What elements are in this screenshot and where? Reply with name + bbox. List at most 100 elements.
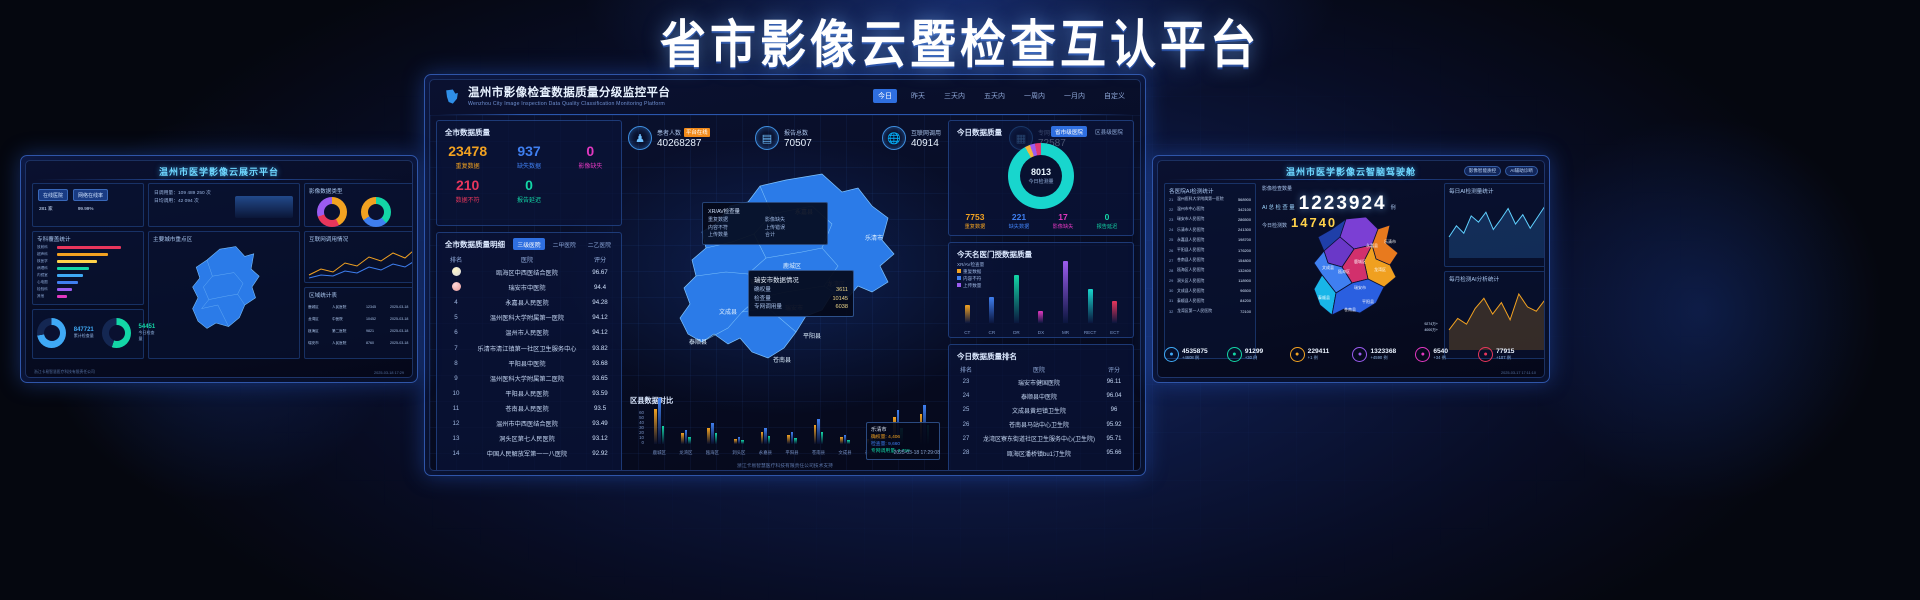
table-row[interactable]: 8 平阳县中医院 93.68 — [437, 356, 621, 371]
today-btn-district[interactable]: 区县级医院 — [1095, 129, 1123, 136]
table-row[interactable]: 9 温州医科大学附属第二医院 93.65 — [437, 371, 621, 386]
table-row[interactable]: 4 永嘉县人民医院 94.28 — [437, 295, 621, 310]
quality-missing-label: 缺失数据 — [516, 164, 541, 170]
list-item[interactable]: 31 泰顺县人民医院 84200 — [1167, 296, 1253, 306]
quality-delay-label: 报告延迟 — [516, 198, 541, 204]
list-item[interactable]: 龙湾区 中医院 10452 2025-03-18 — [308, 313, 412, 325]
right-map-svg[interactable]: 永嘉县 乐清市 鹿城区 瓯海区 龙湾区 瑞安市 文成县 泰顺县 平阳县 苍南县 — [1268, 213, 1436, 339]
list-item[interactable]: 28 瓯海区人民医院 132400 — [1167, 265, 1253, 275]
left-title-divider — [36, 179, 402, 180]
left-table-body[interactable]: 鹿城区 人民医院 12345 2025-03-18 龙湾区 中医院 10452 2025-03… — [308, 301, 412, 355]
list-item[interactable]: 24 乐清市人民医院 241300 — [1167, 225, 1253, 235]
district-bar-group — [654, 398, 665, 444]
table-row[interactable]: 瓯海区中西医结合医院 96.67 — [437, 265, 621, 280]
list-item[interactable]: 22 温州市中心医院 342100 — [1167, 204, 1253, 214]
table-row[interactable]: 瑞安市中医院 94.4 — [437, 280, 621, 295]
table-row[interactable]: 11 苍南县人民医院 93.5 — [437, 401, 621, 416]
list-item[interactable]: 30 文成县人民医院 96500 — [1167, 286, 1253, 296]
bar-x-label: CT — [964, 330, 971, 335]
right-action-buttons[interactable]: 影像智能质控 AI辅助诊断 — [1463, 166, 1538, 176]
table-row[interactable]: 5 温州医科大学附属第一医院 94.12 — [437, 310, 621, 325]
right-haze — [1520, 120, 1880, 500]
tab-today[interactable]: 今日 — [873, 89, 897, 103]
today-scope-buttons[interactable]: 省市级医院 区县级医院 — [1051, 126, 1127, 137]
right-map-legend: 9274万+ 4000万+ — [1424, 322, 1438, 333]
today-miss-label: 缺失数据 — [1008, 224, 1030, 230]
right-chart2-title: 每月检测AI分析统计 — [1449, 277, 1500, 283]
rmap-legend-0: 9274万+ — [1424, 322, 1438, 327]
quality-cell-delay: 0 报告延迟 — [498, 177, 559, 204]
donut-ring: 8013 今日检测量 — [1008, 143, 1074, 209]
chip-online-hospitals[interactable]: 在线医院 — [38, 189, 69, 201]
table-row[interactable]: 27 龙湾区寮东街道社区卫生服务中心(卫生院) 95.71 — [949, 432, 1133, 446]
chip-network-rate[interactable]: 网络在线率 — [73, 189, 109, 201]
tab-month[interactable]: 一月内 — [1064, 93, 1085, 100]
bar-card-legend: XR/AV检查量 重复数据 内容不符 上传数量 — [957, 261, 984, 289]
map-sub-tooltip-title: XR/AV检查量 — [708, 209, 740, 215]
right-bottom-stat: ● 1323368 +4590 例 — [1352, 341, 1412, 367]
list-item[interactable]: 鹿城区 人民医院 12345 2025-03-18 — [308, 301, 412, 313]
list-item[interactable]: 25 永嘉县人民医院 198700 — [1167, 235, 1253, 245]
list-item[interactable]: 23 瑞安市人民医院 286500 — [1167, 214, 1253, 224]
rank-table-body[interactable]: 23 瑞安市健国医院 96.11 24 泰顺县中医院 96.04 25 文成县黄坦镇卫生院 96… — [949, 375, 1133, 470]
list-item[interactable]: 瓯海区 第二医院 9821 2025-03-18 — [308, 325, 412, 337]
bar-legend-2: 内容不符 — [963, 276, 982, 282]
table-row[interactable]: 7 乐清市清江镇第一社区卫生服务中心 93.82 — [437, 340, 621, 355]
rl-count: 286500 — [1238, 216, 1251, 222]
left-table-cell: 人民医院 — [332, 340, 347, 345]
right-chart1-title: 每日AI检测量统计 — [1449, 189, 1494, 195]
right-stat-delta: +30 例 — [1244, 354, 1258, 360]
rl-rank: 27 — [1169, 257, 1174, 263]
detail-tab-level3[interactable]: 三级医院 — [513, 238, 545, 250]
stat-patients-label: 患者人数 — [657, 130, 682, 137]
row-rank: 24 — [962, 393, 970, 400]
right-chart1-panel: 每日AI检测量统计 — [1444, 183, 1544, 267]
list-item[interactable]: 26 平阳县人民医院 176200 — [1167, 245, 1253, 255]
list-item[interactable]: 瑞安市 人民医院 8760 2025-03-18 — [308, 337, 412, 349]
district-bar — [760, 431, 764, 444]
tab-yesterday[interactable]: 昨天 — [911, 93, 925, 100]
table-row[interactable]: 28 瓯海区潘桥镇bu1汀生院 95.66 — [949, 446, 1133, 460]
district-x-label: 瓯海区 — [705, 450, 719, 455]
table-row[interactable]: 23 瑞安市健国医院 96.11 — [949, 375, 1133, 389]
tab-5days[interactable]: 五天内 — [984, 93, 1005, 100]
right-map[interactable]: 永嘉县 乐清市 鹿城区 瓯海区 龙湾区 瑞安市 文成县 泰顺县 平阳县 苍南县 … — [1268, 213, 1438, 339]
left-bar-label: 放射科 — [37, 245, 48, 249]
page-title: 省市影像云暨检查互认平台 — [0, 8, 1920, 74]
detail-table-body[interactable]: 瓯海区中西医结合医院 96.67 瑞安市中医院 94.4 4 永嘉县人民医院 94.28 5 温… — [437, 265, 621, 470]
right-btn-quality[interactable]: 影像智能质控 — [1463, 166, 1502, 176]
tab-custom[interactable]: 自定义 — [1104, 93, 1125, 100]
detail-level-tabs[interactable]: 三级医院 二甲医院 二乙医院 — [513, 238, 615, 250]
tab-week[interactable]: 一周内 — [1024, 93, 1045, 100]
center-time-tabs[interactable]: 今日 昨天 三天内 五天内 一周内 一月内 自定义 — [873, 89, 1130, 103]
today-btn-provincial[interactable]: 省市级医院 — [1051, 126, 1088, 137]
tab-3days[interactable]: 三天内 — [944, 93, 965, 100]
district-y-axis: 60 50 40 30 20 10 0 — [630, 410, 644, 445]
today-donut-chart: 8013 今日检测量 — [1008, 143, 1074, 209]
row-rank — [443, 267, 469, 278]
right-list-body[interactable]: 21 温州医科大学附属第一医院 568900 22 温州市中心医院 342100 23 瑞安市… — [1167, 194, 1253, 356]
district-x-label: 永嘉县 — [758, 450, 772, 455]
table-row[interactable]: 25 文成县黄坦镇卫生院 96 — [949, 403, 1133, 417]
table-row[interactable]: 24 泰顺县中医院 96.04 — [949, 389, 1133, 403]
right-stat-value: 229411 — [1307, 347, 1330, 355]
list-item[interactable]: 32 龙湾区第一人民医院 72100 — [1167, 306, 1253, 316]
rl-rank: 31 — [1169, 298, 1174, 304]
left-map-svg[interactable] — [149, 242, 301, 350]
table-row[interactable]: 14 中国人民解放军第一一八医院 92.92 — [437, 446, 621, 461]
table-row[interactable]: 26 苍南县马站中心卫生院 95.92 — [949, 418, 1133, 432]
stat-patients-badge: 平台在线 — [684, 127, 710, 137]
table-row[interactable]: 13 洞头区第七人民医院 93.12 — [437, 431, 621, 446]
table-row[interactable]: 6 温州市人民医院 94.12 — [437, 325, 621, 340]
right-btn-ai[interactable]: AI辅助诊断 — [1505, 166, 1538, 176]
detail-tab-level2b[interactable]: 二乙医院 — [587, 242, 611, 249]
row-hospital: 瑞安市中医院 — [508, 285, 546, 293]
list-item[interactable]: 29 洞头区人民医院 118900 — [1167, 276, 1253, 286]
detail-tab-level2a[interactable]: 二甲医院 — [552, 242, 576, 249]
table-row[interactable]: 10 平阳县人民医院 93.59 — [437, 386, 621, 401]
row-score: 93.82 — [592, 344, 608, 352]
list-item[interactable]: 27 苍南县人民医院 154800 — [1167, 255, 1253, 265]
table-row[interactable]: 12 温州市中西医结合医院 93.49 — [437, 416, 621, 431]
rmap-label-yongjia: 永嘉县 — [1366, 242, 1378, 248]
list-item[interactable]: 21 温州医科大学附属第一医院 568900 — [1167, 194, 1253, 204]
